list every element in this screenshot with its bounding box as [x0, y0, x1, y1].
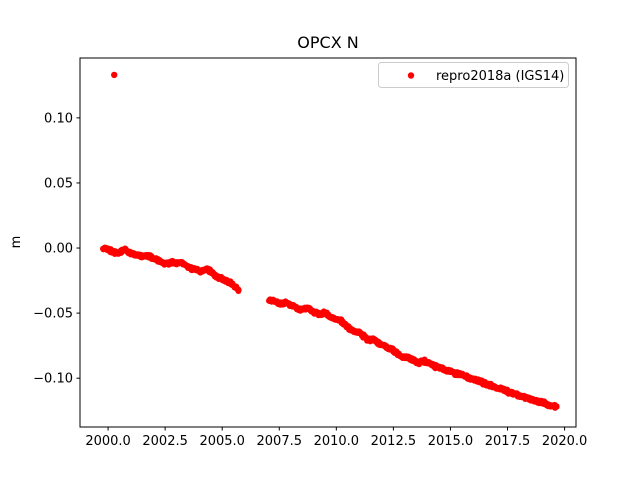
- legend: repro2018a (IGS14): [378, 62, 569, 88]
- y-tick-label: 0.05: [44, 176, 73, 191]
- x-tick-label: 2002.5: [142, 434, 188, 449]
- x-tick-label: 2015.0: [428, 434, 474, 449]
- axes-frame: [79, 57, 577, 428]
- x-tick-label: 2017.5: [485, 434, 531, 449]
- legend-box: [378, 62, 569, 88]
- data-point: [553, 403, 560, 410]
- y-tick-label: −0.05: [33, 307, 73, 322]
- legend-marker-icon: [407, 72, 415, 79]
- x-tick-label: 2005.0: [199, 434, 245, 449]
- x-tick-label: 2010.0: [314, 434, 360, 449]
- y-tick-label: −0.10: [33, 372, 73, 387]
- y-tick-label: 0.10: [44, 111, 73, 126]
- x-tick-label: 2020.0: [542, 434, 588, 449]
- x-tick-label: 2012.5: [371, 434, 417, 449]
- legend-label: repro2018a (IGS14): [436, 69, 564, 84]
- data-points: [100, 71, 560, 411]
- x-tick-label: 2007.5: [257, 434, 303, 449]
- data-point: [235, 286, 242, 293]
- x-axis-ticks: 2000.0 2002.5 2005.0 2007.5 2010.0 2012.5 2015…: [85, 427, 587, 449]
- y-axis-ticks: −0.10 −0.05 0.00 0.05 0.10: [33, 111, 80, 387]
- chart-title: OPCX N: [297, 33, 358, 52]
- x-tick-label: 2000.0: [85, 434, 131, 449]
- y-axis-label: m: [9, 236, 24, 249]
- y-tick-label: 0.00: [44, 242, 73, 257]
- outlier-data-point: [111, 71, 118, 79]
